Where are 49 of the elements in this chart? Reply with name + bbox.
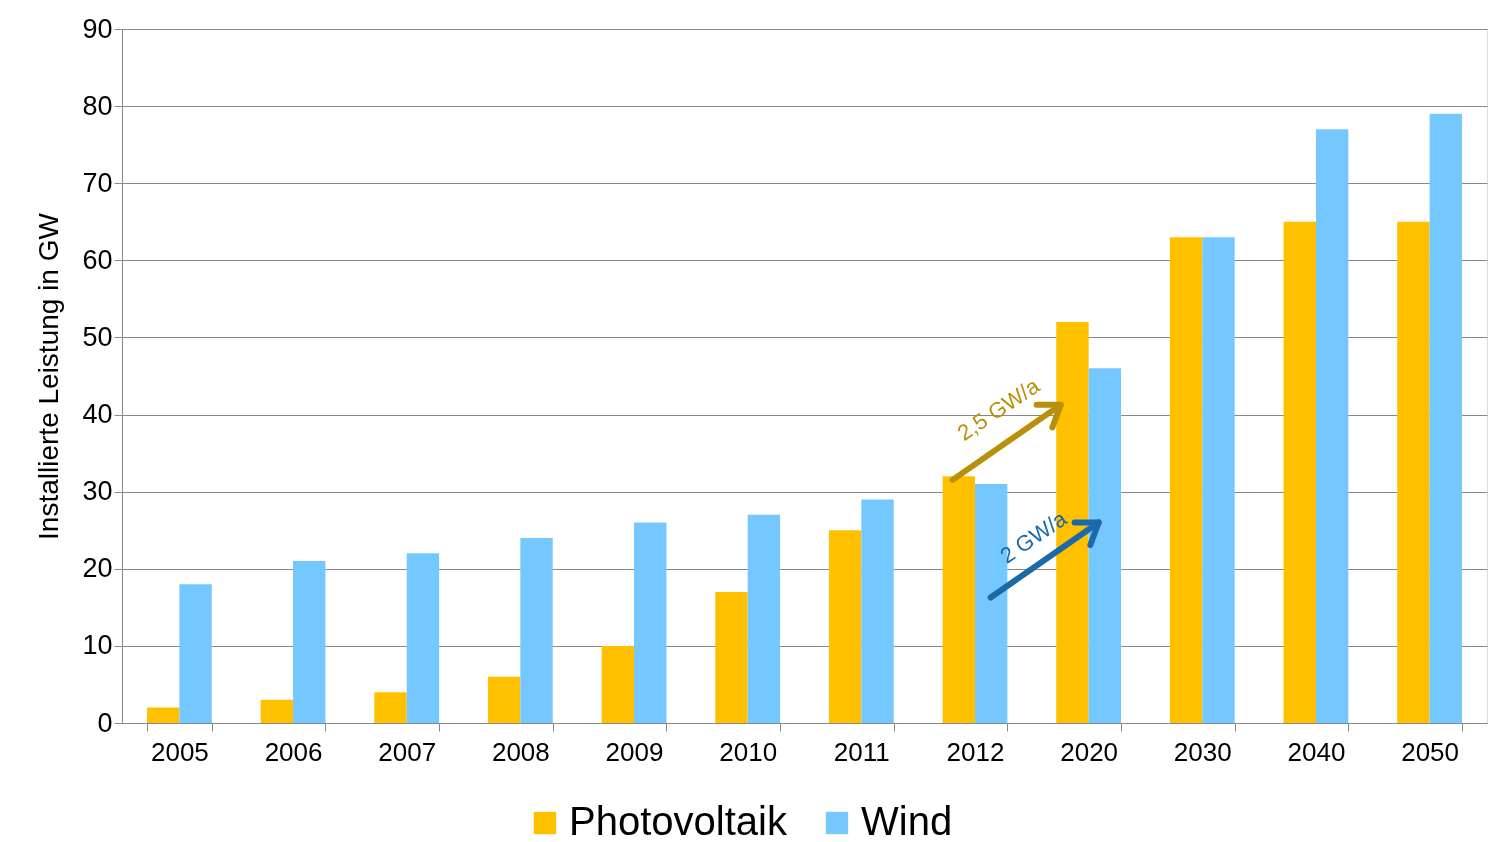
bar [147, 707, 180, 723]
x-tick-label: 2011 [833, 736, 890, 767]
y-tick-label: 50 [82, 321, 113, 352]
bar [861, 499, 894, 723]
x-tick-label: 2012 [946, 736, 1005, 767]
x-tick-label: 2009 [605, 736, 664, 767]
bar [374, 692, 407, 723]
x-tick-label: 2008 [491, 736, 550, 767]
y-tick-label: 40 [82, 399, 113, 430]
x-tick-label: 2005 [150, 736, 209, 767]
y-axis-title: Installierte Leistung in GW [33, 212, 65, 540]
y-tick-label: 80 [82, 90, 113, 121]
bar [406, 553, 440, 723]
bar [634, 522, 667, 723]
bar [1202, 237, 1235, 723]
y-tick-label: 90 [82, 13, 113, 44]
bar [487, 676, 521, 723]
x-tick-label: 2050 [1401, 736, 1460, 767]
bar [260, 699, 294, 723]
legend-label: Photovoltaik [569, 799, 788, 842]
y-tick-label: 30 [82, 476, 113, 507]
legend-label: Wind [861, 799, 953, 842]
x-tick-label: 2030 [1173, 736, 1232, 767]
bar [1429, 113, 1462, 723]
bar [828, 530, 862, 723]
y-tick-label: 60 [82, 244, 113, 275]
y-tick-label: 70 [82, 167, 113, 198]
x-tick-label: 2007 [378, 736, 437, 767]
bar [293, 561, 326, 723]
x-tick-label: 2040 [1287, 736, 1346, 767]
annotation: 2 GW/a [995, 505, 1072, 569]
x-tick-label: 2006 [264, 736, 323, 767]
bar [942, 476, 975, 723]
x-tick-label: 2010 [719, 736, 778, 767]
bar [601, 645, 635, 723]
bar [179, 584, 212, 723]
y-tick-label: 20 [82, 553, 113, 584]
bar [747, 514, 781, 723]
bar [520, 537, 553, 723]
x-tick-label: 2020 [1060, 736, 1119, 767]
bar [715, 591, 748, 723]
y-tick-label: 0 [97, 707, 113, 738]
bar [1088, 368, 1122, 723]
annotation: 2,5 GW/a [952, 372, 1045, 446]
bar [1169, 237, 1203, 723]
bar [1283, 221, 1316, 723]
bar [1315, 129, 1349, 723]
bar [1397, 221, 1430, 723]
y-tick-label: 10 [82, 630, 113, 661]
